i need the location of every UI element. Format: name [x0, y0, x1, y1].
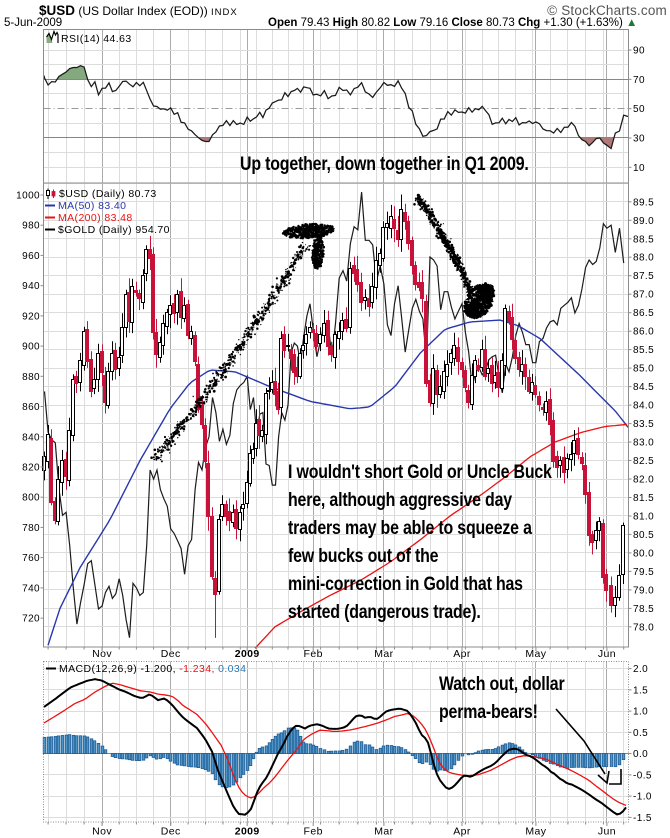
svg-text:87.5: 87.5	[633, 271, 654, 282]
svg-text:10: 10	[633, 163, 645, 174]
svg-text:79.0: 79.0	[633, 585, 654, 596]
svg-text:$GOLD (Daily) 954.70: $GOLD (Daily) 954.70	[58, 224, 170, 236]
svg-text:Jun: Jun	[598, 648, 616, 660]
svg-text:Feb: Feb	[304, 826, 323, 838]
svg-text:740: 740	[22, 583, 40, 594]
svg-text:Dec: Dec	[161, 826, 181, 838]
svg-text:980: 980	[22, 221, 40, 232]
svg-text:2.0: 2.0	[633, 664, 648, 675]
svg-text:960: 960	[22, 251, 40, 262]
svg-text:70: 70	[633, 75, 645, 86]
svg-text:2009: 2009	[235, 648, 260, 660]
svg-text:0.5: 0.5	[633, 728, 648, 739]
svg-text:MACD(12,26,9) -1.200, -1.234,: MACD(12,26,9) -1.200, -1.234, 0.034	[59, 663, 246, 675]
svg-text:80.5: 80.5	[633, 530, 654, 541]
svg-text:900: 900	[22, 342, 40, 353]
svg-text:30: 30	[633, 134, 645, 145]
svg-text:84.5: 84.5	[633, 382, 654, 393]
svg-text:Dec: Dec	[161, 648, 181, 660]
svg-text:-0.5: -0.5	[633, 770, 652, 781]
svg-text:90: 90	[633, 46, 645, 57]
svg-text:0.0: 0.0	[633, 749, 648, 760]
svg-text:MA(50) 83.40: MA(50) 83.40	[58, 200, 126, 212]
svg-text:81.5: 81.5	[633, 493, 654, 504]
svg-text:Apr: Apr	[453, 648, 471, 660]
svg-text:85.5: 85.5	[633, 345, 654, 356]
svg-text:Jun: Jun	[598, 826, 616, 838]
svg-text:82.5: 82.5	[633, 456, 654, 467]
svg-text:83.5: 83.5	[633, 419, 654, 430]
svg-text:78.0: 78.0	[633, 622, 654, 633]
svg-text:85.0: 85.0	[633, 364, 654, 375]
svg-text:760: 760	[22, 553, 40, 564]
svg-text:May: May	[525, 826, 546, 838]
svg-text:1000: 1000	[16, 191, 40, 202]
svg-text:Nov: Nov	[92, 648, 112, 660]
svg-text:80.0: 80.0	[633, 548, 654, 559]
svg-text:860: 860	[22, 402, 40, 413]
svg-text:89.5: 89.5	[633, 197, 654, 208]
svg-text:1.5: 1.5	[633, 685, 648, 696]
svg-text:78.5: 78.5	[633, 604, 654, 615]
svg-text:820: 820	[22, 463, 40, 474]
svg-text:-1.0: -1.0	[633, 792, 652, 803]
svg-text:940: 940	[22, 281, 40, 292]
svg-text:82.0: 82.0	[633, 475, 654, 486]
svg-text:88.5: 88.5	[633, 234, 654, 245]
svg-text:-1.5: -1.5	[633, 813, 652, 824]
svg-text:88.0: 88.0	[633, 253, 654, 264]
svg-text:840: 840	[22, 432, 40, 443]
svg-text:May: May	[525, 648, 546, 660]
svg-text:2009: 2009	[235, 826, 260, 838]
svg-text:86.0: 86.0	[633, 327, 654, 338]
svg-text:86.5: 86.5	[633, 308, 654, 319]
svg-text:81.0: 81.0	[633, 512, 654, 523]
svg-text:Mar: Mar	[374, 826, 393, 838]
svg-text:880: 880	[22, 372, 40, 383]
svg-text:MA(200) 83.48: MA(200) 83.48	[58, 212, 133, 224]
svg-text:Nov: Nov	[92, 826, 112, 838]
svg-text:84.0: 84.0	[633, 401, 654, 412]
svg-text:50: 50	[633, 104, 645, 115]
svg-text:800: 800	[22, 493, 40, 504]
svg-text:89.0: 89.0	[633, 216, 654, 227]
svg-text:79.5: 79.5	[633, 567, 654, 578]
svg-text:Feb: Feb	[304, 648, 323, 660]
svg-text:1.0: 1.0	[633, 707, 648, 718]
svg-text:Mar: Mar	[374, 648, 393, 660]
svg-text:83.0: 83.0	[633, 438, 654, 449]
svg-text:87.0: 87.0	[633, 290, 654, 301]
svg-text:$USD (Daily) 80.73: $USD (Daily) 80.73	[59, 188, 157, 200]
svg-text:RSI(14) 44.63: RSI(14) 44.63	[61, 33, 132, 45]
svg-text:Apr: Apr	[453, 826, 471, 838]
svg-text:920: 920	[22, 311, 40, 322]
svg-text:720: 720	[22, 614, 40, 625]
svg-text:780: 780	[22, 523, 40, 534]
